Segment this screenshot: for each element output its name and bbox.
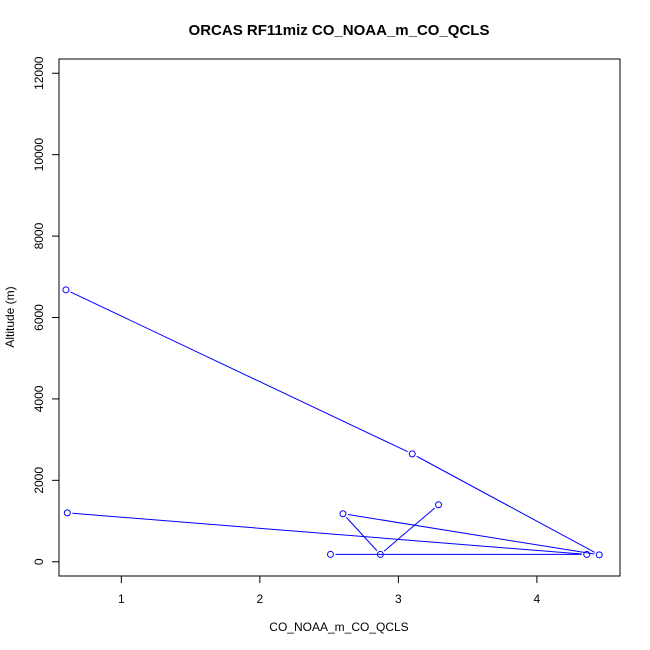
data-point	[408, 450, 416, 458]
y-tick-label: 10000	[32, 138, 46, 172]
y-tick-label: 0	[32, 558, 46, 565]
series-line-segment	[383, 507, 436, 552]
x-tick-label: 1	[118, 592, 125, 606]
y-tick-label: 6000	[32, 304, 46, 331]
x-axis-label: CO_NOAA_m_CO_QCLS	[269, 620, 408, 634]
data-point	[435, 501, 443, 509]
x-tick-label: 4	[534, 592, 541, 606]
plot-frame	[58, 58, 621, 577]
data-point	[339, 510, 347, 518]
series-2	[63, 509, 591, 558]
data-point	[63, 509, 71, 517]
y-tick-label: 2000	[32, 467, 46, 494]
series-layer	[62, 286, 603, 559]
data-point	[62, 286, 70, 294]
y-tick-label: 8000	[32, 222, 46, 249]
chart-title: ORCAS RF11miz CO_NOAA_m_CO_QCLS	[189, 22, 490, 39]
data-point	[583, 550, 591, 558]
y-axis: 0 2000 4000 6000 8000 10000 12000	[32, 56, 59, 565]
data-point	[326, 550, 334, 558]
series-line-segment	[345, 517, 378, 552]
series-line-segment	[70, 291, 408, 453]
y-axis-label: Altitude (m)	[3, 286, 17, 347]
x-tick-label: 3	[395, 592, 402, 606]
series-1	[62, 286, 603, 559]
x-tick-label: 2	[257, 592, 264, 606]
y-tick-label: 4000	[32, 385, 46, 412]
series-line-segment	[416, 455, 596, 553]
series-line-segment	[347, 514, 595, 555]
x-axis: 1 2 3 4	[118, 576, 541, 606]
data-point	[595, 551, 603, 559]
series-line-segment	[72, 512, 582, 555]
y-tick-label: 12000	[32, 56, 46, 90]
